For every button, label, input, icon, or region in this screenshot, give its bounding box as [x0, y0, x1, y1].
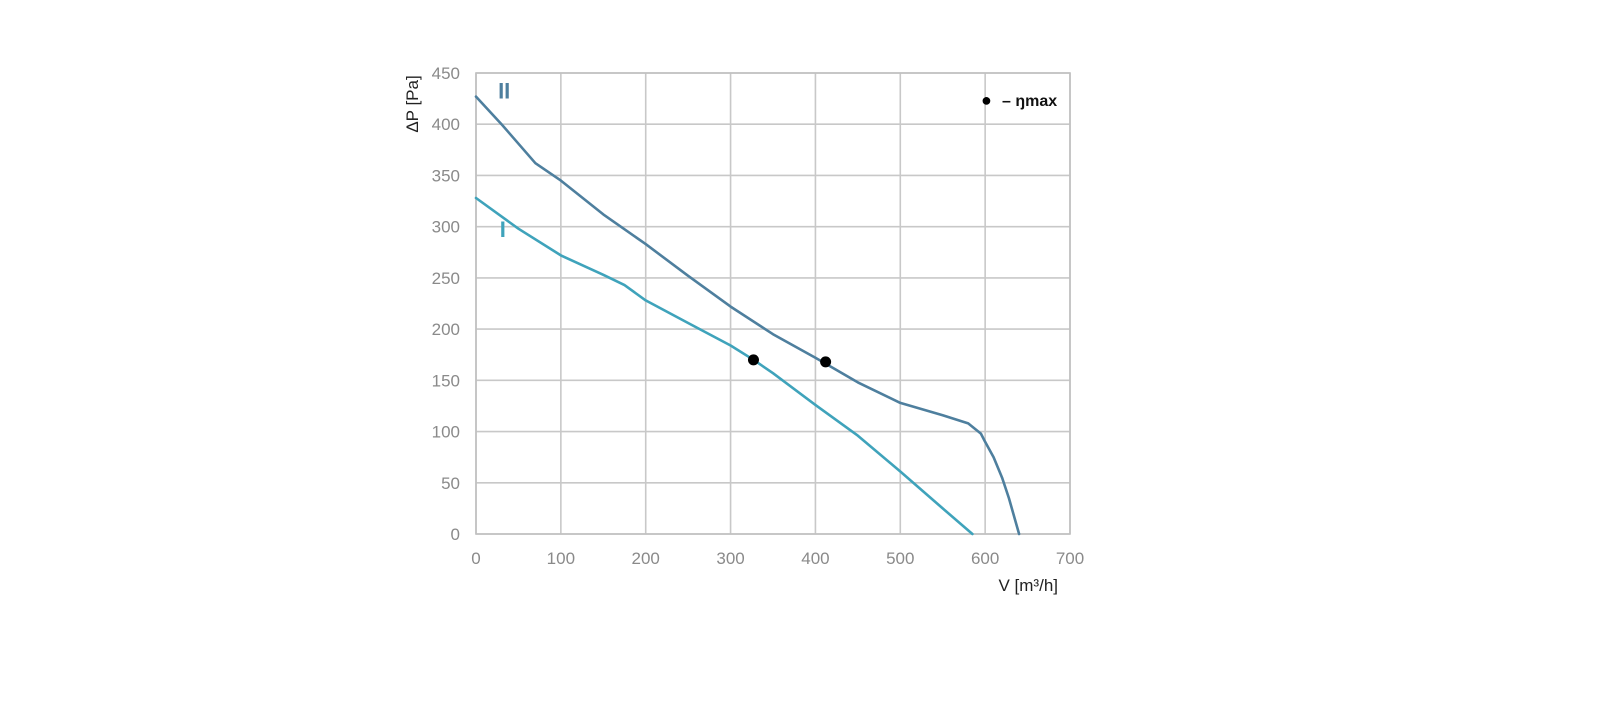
- x-axis-ticks: 0 100 200 300 400 500 600 700: [471, 549, 1084, 568]
- x-tick-label: 0: [471, 549, 480, 568]
- y-axis-ticks: 0 50 100 150 200 250 300 350 400 450: [432, 64, 460, 544]
- curve-label-II: II: [498, 79, 510, 104]
- y-tick-label: 400: [432, 115, 460, 134]
- max-efficiency-point-I: [747, 354, 759, 366]
- x-axis-title: V [m³/h]: [998, 576, 1058, 595]
- x-tick-label: 600: [971, 549, 999, 568]
- y-tick-label: 200: [432, 320, 460, 339]
- plot-frame: [475, 72, 1071, 535]
- x-tick-label: 500: [886, 549, 914, 568]
- x-tick-label: 300: [716, 549, 744, 568]
- curve-I: [474, 196, 974, 536]
- legend-marker-icon: ●: [981, 90, 992, 110]
- x-tick-label: 700: [1056, 549, 1084, 568]
- y-tick-label: 0: [451, 525, 460, 544]
- legend: ● – ŋmax: [981, 90, 1057, 110]
- legend-label: – ŋmax: [1002, 93, 1057, 110]
- curve-labels: III: [498, 79, 510, 242]
- curve-label-I: I: [500, 217, 506, 242]
- curve-II: [474, 95, 1021, 536]
- max-efficiency-point-II: [820, 356, 832, 368]
- y-axis-title: ΔP [Pa]: [403, 75, 422, 132]
- grid: [475, 72, 1071, 535]
- y-tick-label: 450: [432, 64, 460, 83]
- x-tick-label: 200: [632, 549, 660, 568]
- y-tick-label: 150: [432, 371, 460, 390]
- x-tick-label: 100: [547, 549, 575, 568]
- y-tick-label: 250: [432, 269, 460, 288]
- curves: [474, 95, 1021, 536]
- max-efficiency-markers: [747, 354, 832, 368]
- y-tick-label: 350: [432, 166, 460, 185]
- y-tick-label: 300: [432, 218, 460, 237]
- x-tick-label: 400: [801, 549, 829, 568]
- y-tick-label: 50: [441, 474, 460, 493]
- y-tick-label: 100: [432, 423, 460, 442]
